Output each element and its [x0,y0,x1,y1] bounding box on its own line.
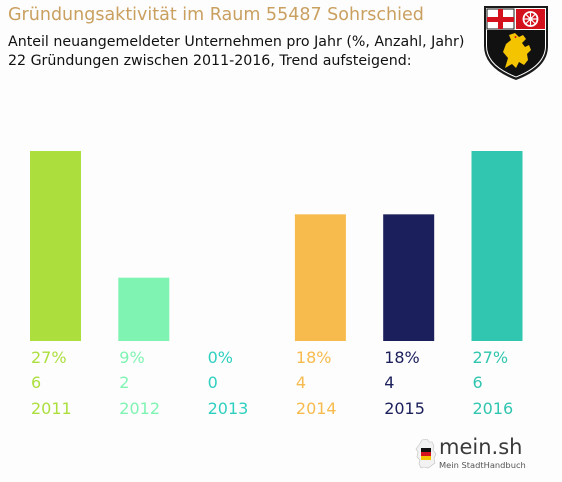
year-label-2015: 2015 [384,399,425,418]
chart-title: Gründungsaktivität im Raum 55487 Sohrsch… [8,5,424,25]
percent-label-2014: 18% [296,348,332,367]
count-label-2011: 6 [31,373,41,392]
count-label-2013: 0 [208,373,218,392]
bar-2015 [383,214,435,341]
mein-sh-logo: mein.sh Mein StadtHandbuch [415,433,526,477]
subtitle-line-1: Anteil neuangemeldeter Unternehmen pro J… [8,34,465,50]
germany-map-icon [415,439,437,469]
year-label-2012: 2012 [119,399,160,418]
year-label-2011: 2011 [31,399,72,418]
year-label-2013: 2013 [208,399,249,418]
percent-label-2012: 9% [119,348,144,367]
logo-tagline: Mein StadtHandbuch [439,460,526,470]
bar-2012 [118,277,170,341]
count-label-2012: 2 [119,373,129,392]
count-label-2015: 4 [384,373,394,392]
percent-label-2016: 27% [473,348,509,367]
year-label-2014: 2014 [296,399,337,418]
count-label-2014: 4 [296,373,306,392]
count-label-2016: 6 [473,373,483,392]
bar-2016 [471,151,523,341]
percent-label-2015: 18% [384,348,420,367]
year-label-2016: 2016 [473,399,514,418]
bar-2011 [30,151,81,341]
percent-label-2013: 0% [208,348,233,367]
bar-2014 [294,214,346,341]
logo-text: mein.sh [439,435,523,459]
percent-label-2011: 27% [31,348,67,367]
coat-of-arms-icon [484,6,548,80]
subtitle-line-2: 22 Gründungen zwischen 2011-2016, Trend … [8,53,412,69]
chart-subtitle: Anteil neuangemeldeter Unternehmen pro J… [8,33,464,71]
